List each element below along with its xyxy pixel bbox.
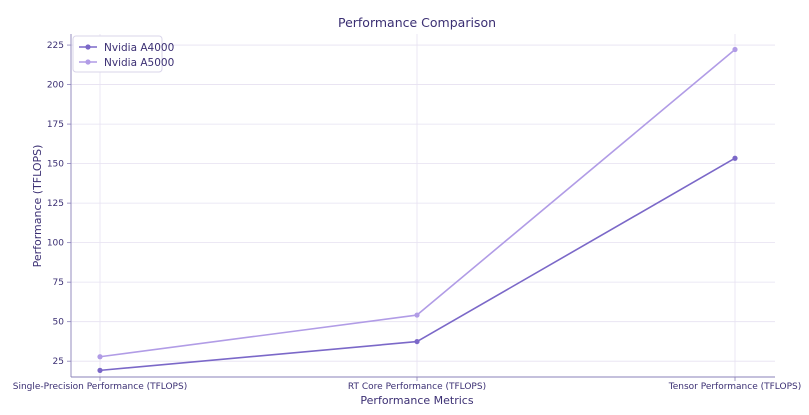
- y-tick-label: 125: [47, 199, 64, 209]
- legend-item-a4000: Nvidia A4000: [79, 42, 174, 54]
- grid-lines: [71, 34, 775, 377]
- legend-marker-a4000: [85, 44, 91, 50]
- tick-labels: 25 50 75 100 125 150 175 200 225 Single-Precision…: [13, 41, 801, 392]
- data-point-1-1: [414, 312, 420, 318]
- data-point-1-0: [97, 354, 103, 360]
- chart-title: Performance Comparison: [338, 15, 496, 30]
- x-axis-label: Performance Metrics: [360, 394, 473, 407]
- y-tick-label: 225: [47, 41, 64, 51]
- y-tick-label: 175: [47, 120, 64, 130]
- x-tick-label: Single-Precision Performance (TFLOPS): [13, 382, 187, 392]
- legend-marker-a5000: [85, 59, 91, 65]
- y-tick-label: 100: [47, 239, 64, 249]
- data-point-0-2: [732, 155, 738, 161]
- y-axis-label: Performance (TFLOPS): [31, 145, 44, 268]
- legend: Nvidia A4000 Nvidia A5000: [72, 35, 174, 73]
- axes: [67, 34, 775, 381]
- data-point-0-0: [97, 367, 103, 373]
- y-tick-label: 150: [47, 160, 64, 170]
- y-tick-label: 50: [53, 318, 65, 328]
- legend-label-a5000: Nvidia A5000: [104, 57, 174, 69]
- x-tick-label: RT Core Performance (TFLOPS): [348, 382, 486, 392]
- legend-box: [72, 35, 163, 73]
- y-tick-label: 25: [53, 357, 64, 367]
- legend-item-a5000: Nvidia A5000: [79, 57, 174, 69]
- x-tick-label: Tensor Performance (TFLOPS): [668, 382, 801, 392]
- y-tick-label: 200: [47, 81, 64, 91]
- legend-label-a4000: Nvidia A4000: [104, 42, 174, 54]
- series-lines: [97, 46, 738, 373]
- data-point-0-1: [414, 338, 420, 345]
- y-tick-label: 75: [53, 278, 64, 288]
- data-point-1-2: [732, 46, 738, 53]
